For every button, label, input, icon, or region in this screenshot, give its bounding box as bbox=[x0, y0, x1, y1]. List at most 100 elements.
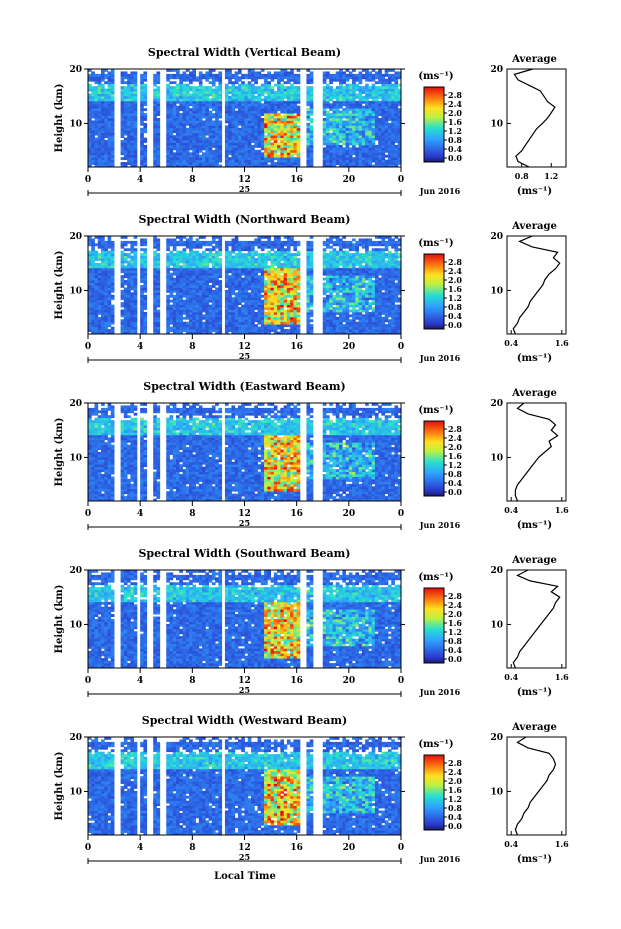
heatmap-cell bbox=[322, 142, 327, 146]
heatmap-cell bbox=[264, 321, 268, 325]
heatmap-cell bbox=[244, 147, 249, 151]
heatmap-cell bbox=[169, 309, 174, 313]
heatmap-cell bbox=[257, 127, 262, 131]
heatmap-cell bbox=[123, 71, 128, 75]
heatmap-cell bbox=[241, 83, 245, 87]
heatmap-cell bbox=[267, 159, 271, 163]
heatmap-cell bbox=[156, 135, 161, 138]
heatmap-cell bbox=[127, 292, 131, 296]
heatmap-cell bbox=[130, 152, 135, 156]
heatmap-cell bbox=[127, 73, 131, 77]
heatmap-cell bbox=[208, 105, 213, 109]
heatmap-cell bbox=[156, 282, 161, 286]
heatmap-cell bbox=[254, 81, 258, 85]
heatmap-cell bbox=[260, 314, 265, 318]
heatmap-cell bbox=[237, 130, 242, 134]
heatmap-cell bbox=[361, 144, 366, 148]
heatmap-cell bbox=[348, 115, 353, 119]
heatmap-cell bbox=[88, 95, 92, 99]
heatmap-cell bbox=[120, 118, 125, 121]
heatmap-cell bbox=[241, 243, 245, 247]
heatmap-cell bbox=[237, 142, 242, 146]
heatmap-cell bbox=[97, 253, 102, 256]
heatmap-cell bbox=[205, 95, 210, 99]
heatmap-cell bbox=[397, 135, 402, 138]
heatmap-cell bbox=[247, 314, 252, 318]
heatmap-cell bbox=[140, 267, 144, 271]
heatmap-cell bbox=[241, 304, 245, 308]
heatmap-cell bbox=[358, 118, 363, 121]
heatmap-cell bbox=[228, 135, 232, 138]
heatmap-cell bbox=[290, 125, 294, 129]
heatmap-cell bbox=[182, 113, 187, 116]
heatmap-cell bbox=[397, 140, 402, 143]
heatmap-cell bbox=[224, 253, 229, 256]
heatmap-cell bbox=[329, 149, 333, 153]
heatmap-cell bbox=[189, 137, 193, 141]
heatmap-cell bbox=[342, 113, 346, 116]
heatmap-cell bbox=[153, 78, 157, 82]
heatmap-cell bbox=[397, 149, 402, 153]
heatmap-cell bbox=[107, 297, 112, 301]
heatmap-cell bbox=[133, 307, 138, 310]
heatmap-cell bbox=[244, 95, 249, 99]
heatmap-cell bbox=[273, 316, 278, 320]
heatmap-cell bbox=[273, 95, 278, 99]
heatmap-cell bbox=[189, 280, 193, 283]
heatmap-cell bbox=[387, 69, 392, 72]
heatmap-cell bbox=[273, 98, 278, 102]
heatmap-cell bbox=[267, 294, 271, 298]
heatmap-cell bbox=[211, 280, 216, 283]
heatmap-cell bbox=[215, 299, 219, 303]
heatmap-cell bbox=[156, 93, 161, 97]
heatmap-cell bbox=[208, 324, 213, 328]
heatmap-cell bbox=[280, 267, 285, 271]
heatmap-cell bbox=[104, 245, 108, 249]
heatmap-cell bbox=[189, 81, 193, 85]
heatmap-cell bbox=[208, 142, 213, 146]
heatmap-cell bbox=[208, 292, 213, 296]
heatmap-cell bbox=[231, 105, 236, 109]
heatmap-cell bbox=[179, 83, 183, 87]
heatmap-cell bbox=[104, 253, 108, 256]
heatmap-cell bbox=[394, 152, 399, 156]
heatmap-cell bbox=[224, 95, 229, 99]
heatmap-cell bbox=[322, 73, 327, 77]
heatmap-cell bbox=[296, 120, 301, 124]
heatmap-cell bbox=[110, 307, 115, 310]
heatmap-cell bbox=[185, 314, 190, 318]
heatmap-cell bbox=[286, 76, 291, 80]
heatmap-cell bbox=[273, 142, 278, 146]
heatmap-cell bbox=[329, 144, 333, 148]
heatmap-cell bbox=[211, 324, 216, 328]
heatmap-cell bbox=[140, 100, 144, 104]
heatmap-cell bbox=[244, 319, 249, 323]
heatmap-cell bbox=[202, 157, 206, 161]
heatmap-cell bbox=[97, 238, 102, 242]
heatmap-cell bbox=[211, 159, 216, 163]
heatmap-cell bbox=[270, 93, 275, 97]
heatmap-cell bbox=[397, 120, 402, 124]
heatmap-cell bbox=[88, 73, 92, 77]
heatmap-cell bbox=[329, 118, 333, 121]
heatmap-cell bbox=[169, 108, 174, 112]
heatmap-cell bbox=[335, 142, 340, 146]
heatmap-cell bbox=[97, 105, 102, 109]
heatmap-cell bbox=[123, 280, 128, 283]
heatmap-cell bbox=[257, 135, 262, 138]
heatmap-cell bbox=[277, 287, 281, 291]
heatmap-cell bbox=[195, 265, 200, 269]
heatmap-cell bbox=[107, 329, 112, 332]
heatmap-cell bbox=[345, 69, 350, 72]
heatmap-cell bbox=[254, 324, 258, 328]
heatmap-cell bbox=[339, 135, 343, 138]
heatmap-cell bbox=[104, 324, 108, 328]
heatmap-cell bbox=[195, 164, 200, 168]
heatmap-cell bbox=[251, 258, 255, 261]
heatmap-cell bbox=[260, 93, 265, 97]
heatmap-cell bbox=[241, 314, 245, 318]
heatmap-cell bbox=[202, 91, 206, 94]
heatmap-cell bbox=[218, 144, 223, 148]
heatmap-cell bbox=[254, 137, 258, 141]
heatmap-cell bbox=[224, 258, 229, 261]
